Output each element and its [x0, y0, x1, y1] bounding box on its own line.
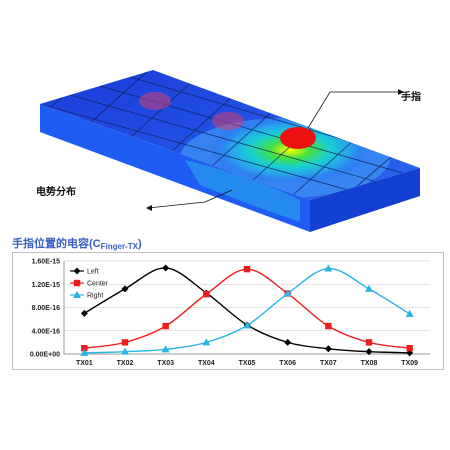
- chart-title-main: 手指位置的电容(C: [12, 238, 101, 250]
- chart-title-subscript: Finger-TX: [100, 242, 138, 251]
- data-point-right: [283, 289, 292, 297]
- y-tick-label: 4.00E-16: [32, 328, 61, 335]
- x-tick-label: TX07: [320, 360, 337, 367]
- data-point-center: [203, 290, 210, 298]
- data-point-left: [406, 349, 414, 357]
- data-point-center: [406, 344, 413, 352]
- data-point-right: [243, 321, 251, 329]
- x-tick-label: TX05: [239, 360, 256, 367]
- data-point-center: [325, 322, 332, 330]
- y-tick-label: 0.00E+00: [30, 352, 60, 359]
- data-point-left: [121, 285, 129, 293]
- finger-spot-left: [139, 92, 171, 110]
- data-point-left: [80, 309, 88, 317]
- x-tick-label: TX03: [157, 360, 174, 367]
- data-point-left: [162, 264, 170, 272]
- data-point-right: [161, 345, 170, 353]
- field-front: [185, 160, 300, 222]
- data-point-right: [365, 284, 373, 292]
- finger-spot-center: [212, 112, 244, 130]
- x-tick-label: TX01: [76, 360, 93, 367]
- data-point-right: [80, 348, 89, 356]
- finger-callout-arrowhead: [398, 89, 404, 95]
- chart-title-end: ): [137, 238, 142, 250]
- y-tick-label: 1.60E-15: [32, 259, 61, 266]
- finger-spot-right: [280, 127, 316, 149]
- y-tick-label: 8.00E-16: [32, 305, 61, 312]
- capacitance-chart: 0.00E+00 4.00E-16 8.00E-16 1.20E-15 1.60E-15…: [30, 259, 430, 367]
- potential-distribution-label: 电势分布: [36, 187, 76, 198]
- slab-side-face: [310, 168, 420, 232]
- data-point-right: [405, 309, 414, 317]
- data-point-center: [365, 339, 373, 346]
- legend-label-right: Right: [87, 293, 103, 300]
- potential-callout-arrowhead: [146, 205, 152, 211]
- data-point-center: [81, 344, 88, 352]
- data-point-left: [365, 348, 373, 356]
- x-tick-label: TX02: [117, 360, 134, 367]
- legend-label-left: Left: [87, 269, 99, 276]
- data-point-left: [284, 338, 292, 346]
- data-point-center: [121, 339, 129, 346]
- x-tick-label: TX09: [401, 360, 418, 367]
- potential-callout-line: [147, 189, 233, 209]
- y-tick-label: 1.20E-15: [32, 282, 61, 289]
- data-point-right: [121, 347, 129, 355]
- data-point-center: [243, 265, 251, 273]
- series-line-center: [84, 268, 410, 349]
- potential-simulation-figure: [40, 70, 420, 232]
- data-point-right: [202, 338, 211, 346]
- chart-title: 手指位置的电容(CFinger-TX): [12, 235, 142, 251]
- x-tick-label: TX06: [279, 360, 296, 367]
- data-point-center: [162, 322, 169, 330]
- x-tick-label: TX08: [361, 360, 378, 367]
- data-point-left: [324, 345, 332, 353]
- legend-marker-right: [73, 291, 81, 298]
- data-point-right: [324, 264, 333, 272]
- legend-label-center: Center: [87, 281, 109, 288]
- legend-marker-center: [73, 279, 81, 287]
- finger-callout-line: [307, 91, 398, 129]
- legend-marker-left: [73, 267, 81, 275]
- finger-label: 手指: [401, 92, 421, 103]
- x-tick-label: TX04: [198, 360, 215, 367]
